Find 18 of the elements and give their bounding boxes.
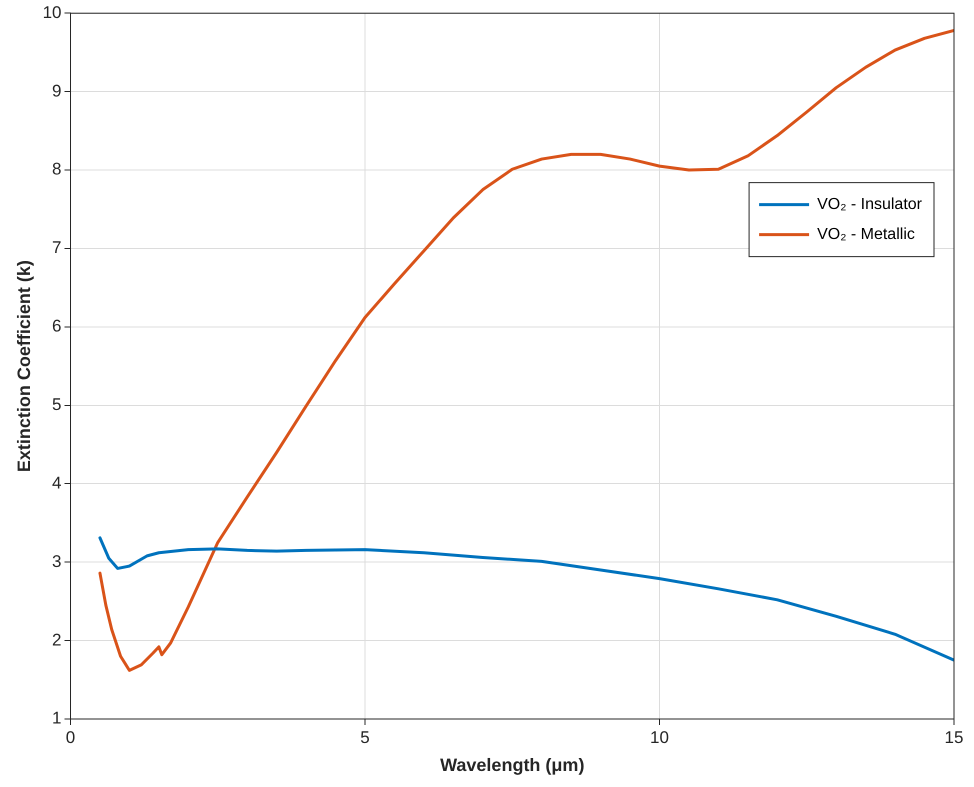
y-tick-label: 5 [52,395,62,414]
x-tick-label: 15 [944,728,964,747]
y-tick-label: 4 [52,473,62,492]
y-tick-label: 9 [52,81,62,100]
y-axis-title: Extinction Coefficient (k) [14,260,34,472]
x-tick-label: 0 [66,728,76,747]
x-tick-label: 5 [360,728,370,747]
y-tick-label: 7 [52,238,62,258]
y-tick-label: 10 [42,2,62,22]
legend-label: VO₂ - Metallic [817,226,915,243]
y-tick-label: 3 [52,552,62,571]
x-tick-label: 10 [650,728,669,747]
x-axis-title: Wavelength (μm) [440,755,584,776]
y-tick-label: 1 [52,708,62,728]
y-tick-label: 2 [52,630,62,650]
y-tick-label: 6 [52,316,62,336]
y-tick-label: 8 [52,160,62,179]
legend-label: VO₂ - Insulator [817,196,923,213]
